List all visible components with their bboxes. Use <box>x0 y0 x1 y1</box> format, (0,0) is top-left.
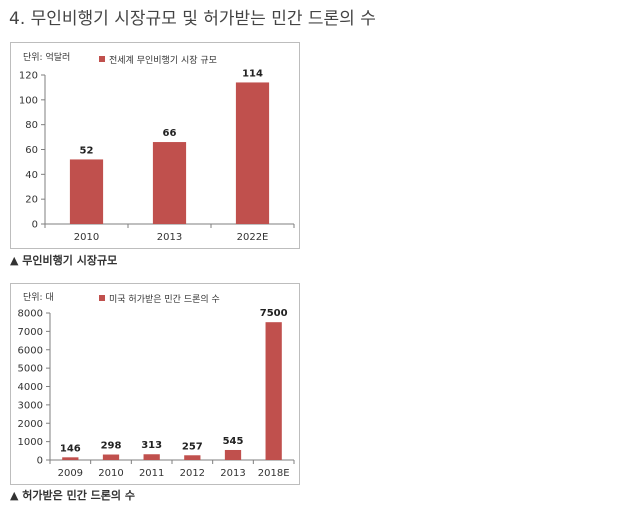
y-tick-label: 100 <box>19 95 38 106</box>
market-size-caption: ▲ 무인비행기 시장규모 <box>10 254 118 267</box>
y-tick-label: 3000 <box>18 400 43 411</box>
y-tick-label: 20 <box>25 195 38 206</box>
x-tick-label: 2011 <box>139 468 164 479</box>
y-tick-label: 5000 <box>18 364 43 375</box>
market-size-chart: 단위: 억달러 전세계 무인비행기 시장 규모 0 20 40 60 80 100 120 52 2… <box>19 51 295 243</box>
unit-label: 단위: 억달러 <box>23 51 70 63</box>
drone-count-chart-panel: 단위: 대 미국 허가받은 민간 드론의 수 0 1000 2000 3000 4000 50… <box>10 283 300 485</box>
data-label: 114 <box>242 68 263 79</box>
x-tick-label: 2022E <box>237 232 269 243</box>
y-tick-label: 80 <box>25 120 38 131</box>
y-tick-label: 4000 <box>18 382 43 393</box>
y-tick-label: 120 <box>19 71 38 82</box>
bar <box>152 142 187 224</box>
x-tick-label: 2013 <box>157 232 182 243</box>
data-label: 257 <box>182 441 203 452</box>
bar <box>62 457 79 460</box>
data-label: 66 <box>163 128 177 139</box>
y-tick-label: 1000 <box>18 437 43 448</box>
legend-label: 전세계 무인비행기 시장 규모 <box>109 54 217 66</box>
y-tick-label: 6000 <box>18 345 43 356</box>
bar <box>69 159 104 224</box>
bar <box>102 454 120 460</box>
bar <box>184 455 201 460</box>
y-tick-label: 40 <box>25 170 38 181</box>
drone-count-caption: ▲ 허가받은 민간 드론의 수 <box>10 489 135 502</box>
bar <box>143 454 160 460</box>
data-label: 146 <box>60 443 81 454</box>
x-tick-label: 2012 <box>180 468 205 479</box>
x-tick-label: 2009 <box>58 468 83 479</box>
data-label: 298 <box>101 441 122 452</box>
data-label: 545 <box>223 436 244 447</box>
bar <box>224 449 242 460</box>
bar <box>235 82 270 224</box>
market-size-chart-panel: 단위: 억달러 전세계 무인비행기 시장 규모 0 20 40 60 80 100 120 52 2… <box>10 42 300 249</box>
legend-swatch <box>99 56 105 62</box>
legend-swatch <box>99 295 105 301</box>
data-label: 7500 <box>260 308 288 319</box>
y-tick-label: 8000 <box>18 309 43 320</box>
x-tick-label: 2010 <box>74 232 99 243</box>
data-label: 313 <box>141 440 162 451</box>
y-tick-label: 0 <box>32 220 38 231</box>
x-tick-label: 2010 <box>98 468 123 479</box>
y-tick-label: 2000 <box>18 419 43 430</box>
x-tick-label: 2013 <box>220 468 245 479</box>
page-heading: 4. 무인비행기 시장규모 및 허가받는 민간 드론의 수 <box>9 9 376 29</box>
unit-label: 단위: 대 <box>23 292 54 303</box>
x-tick-label: 2018E <box>258 468 290 479</box>
y-tick-label: 0 <box>37 456 43 467</box>
y-tick-label: 60 <box>25 145 38 156</box>
bar <box>265 322 282 460</box>
legend-label: 미국 허가받은 민간 드론의 수 <box>109 294 220 305</box>
drone-count-chart: 단위: 대 미국 허가받은 민간 드론의 수 0 1000 2000 3000 4000 50… <box>18 292 295 479</box>
y-tick-label: 7000 <box>18 327 43 338</box>
data-label: 52 <box>80 145 94 156</box>
